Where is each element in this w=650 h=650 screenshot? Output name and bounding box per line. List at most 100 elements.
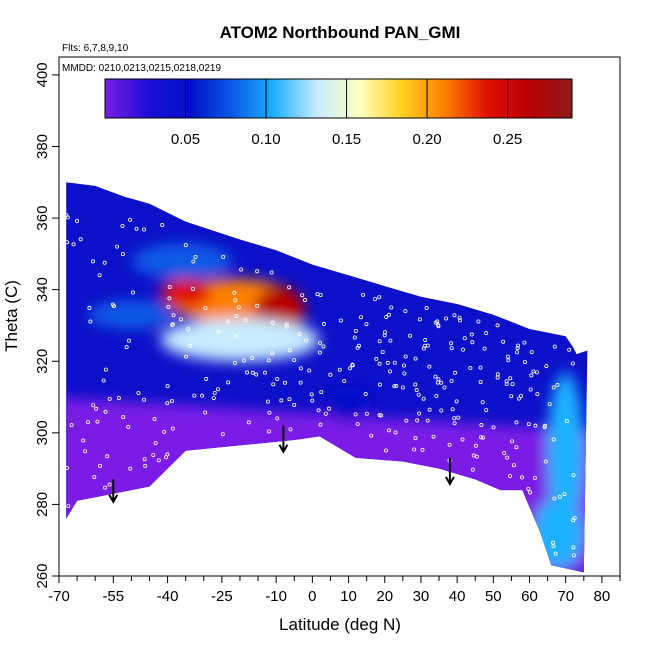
sample-point xyxy=(254,372,259,377)
sample-point xyxy=(211,396,216,401)
sample-point xyxy=(526,486,531,491)
sample-point xyxy=(221,254,226,259)
x-tick-label: 80 xyxy=(594,588,611,605)
sample-point xyxy=(243,318,248,323)
arrow-head xyxy=(278,444,289,454)
sample-point xyxy=(528,387,533,392)
sample-point xyxy=(216,329,221,334)
sample-point xyxy=(439,408,444,413)
sample-point xyxy=(262,370,267,375)
sample-point xyxy=(552,344,557,349)
sample-point xyxy=(495,372,500,377)
sample-point xyxy=(284,322,289,327)
heat-blob xyxy=(160,318,320,362)
sample-point xyxy=(156,458,161,463)
sample-point xyxy=(507,474,512,479)
sample-point xyxy=(454,399,459,404)
sample-point xyxy=(307,368,312,373)
sample-point xyxy=(101,378,106,383)
sample-point xyxy=(183,243,188,248)
sample-point xyxy=(553,551,558,556)
sample-point xyxy=(355,422,360,427)
sample-point xyxy=(65,240,70,245)
sample-point xyxy=(514,420,519,425)
sample-point xyxy=(318,422,323,427)
sample-point xyxy=(386,312,391,317)
sample-point xyxy=(270,351,275,356)
x-axis: -70 -55 -40 -25 -10 0 10 20 30 40 50 60 70 80 xyxy=(48,576,621,605)
sample-point xyxy=(555,383,560,388)
y-tick-label: 300 xyxy=(34,420,51,445)
sample-point xyxy=(462,336,467,341)
sample-point xyxy=(266,429,271,434)
sample-point xyxy=(126,425,131,430)
sample-point xyxy=(425,418,430,423)
sample-point xyxy=(304,338,309,343)
sample-point xyxy=(352,335,357,340)
sample-point xyxy=(269,270,274,275)
sample-point xyxy=(373,297,378,302)
sample-point xyxy=(85,420,90,425)
sample-point xyxy=(107,396,112,401)
dates-note: MMDD: 0210,0213,0215,0218,0219 xyxy=(62,63,221,74)
heat-blob xyxy=(547,371,584,530)
sample-point xyxy=(81,438,86,443)
sample-point xyxy=(186,327,191,332)
sample-point xyxy=(166,304,171,309)
sample-point xyxy=(532,475,537,480)
sample-point xyxy=(275,416,280,421)
sample-point xyxy=(491,425,496,430)
sample-point xyxy=(245,370,250,375)
sample-point xyxy=(413,436,418,441)
sample-point xyxy=(379,413,384,418)
sample-point xyxy=(287,285,292,290)
sample-point xyxy=(571,545,576,550)
sample-point xyxy=(326,406,331,411)
sample-point xyxy=(191,259,196,264)
sample-point xyxy=(392,384,397,389)
sample-point xyxy=(165,401,170,406)
sample-point xyxy=(226,380,231,385)
sample-point xyxy=(369,433,374,438)
x-tick-label: 70 xyxy=(557,588,574,605)
y-tick-label: 260 xyxy=(34,563,51,588)
sample-point xyxy=(415,418,420,423)
x-axis-label: Latitude (deg N) xyxy=(279,615,401,634)
sample-point xyxy=(120,223,125,228)
chart-title: ATOM2 Northbound PAN_GMI xyxy=(220,23,461,42)
sample-point xyxy=(504,381,509,386)
sample-point xyxy=(292,402,297,407)
sample-point xyxy=(571,518,576,523)
sample-point xyxy=(97,273,102,278)
sample-point xyxy=(292,358,297,363)
sample-point xyxy=(284,324,289,329)
sample-point xyxy=(392,360,397,365)
sample-point xyxy=(417,317,422,322)
sample-point xyxy=(551,437,556,442)
sample-point xyxy=(192,393,197,398)
x-tick-label: 20 xyxy=(376,588,393,605)
sample-point xyxy=(318,340,323,345)
heat-blob xyxy=(160,278,212,308)
sample-point xyxy=(69,423,74,428)
colorbar-tick-label: 0.25 xyxy=(493,131,522,148)
sample-point xyxy=(413,356,418,361)
sample-point xyxy=(460,437,465,442)
sample-point xyxy=(103,367,108,372)
sample-point xyxy=(184,354,189,359)
sample-point xyxy=(386,428,391,433)
sample-point xyxy=(309,392,314,397)
sample-point xyxy=(179,317,184,322)
sample-point xyxy=(321,344,326,349)
colorbar-tick-label: 0.10 xyxy=(251,131,280,148)
sample-point xyxy=(250,370,255,375)
sample-point xyxy=(380,349,385,354)
sample-point xyxy=(170,426,175,431)
sample-point xyxy=(267,410,272,415)
sample-point xyxy=(152,417,157,422)
sample-point xyxy=(236,305,241,310)
sample-point xyxy=(515,346,520,351)
sample-point xyxy=(87,305,92,310)
sample-point xyxy=(200,393,205,398)
